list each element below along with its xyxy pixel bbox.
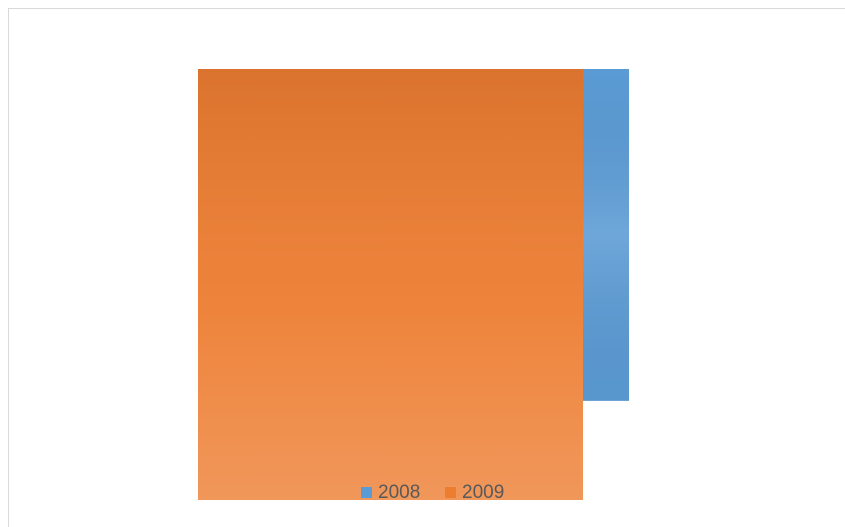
legend-label: 2009	[462, 482, 504, 503]
legend-swatch	[445, 487, 456, 498]
bar	[198, 69, 583, 500]
legend-swatch	[361, 487, 372, 498]
legend-label: 2008	[378, 482, 420, 503]
